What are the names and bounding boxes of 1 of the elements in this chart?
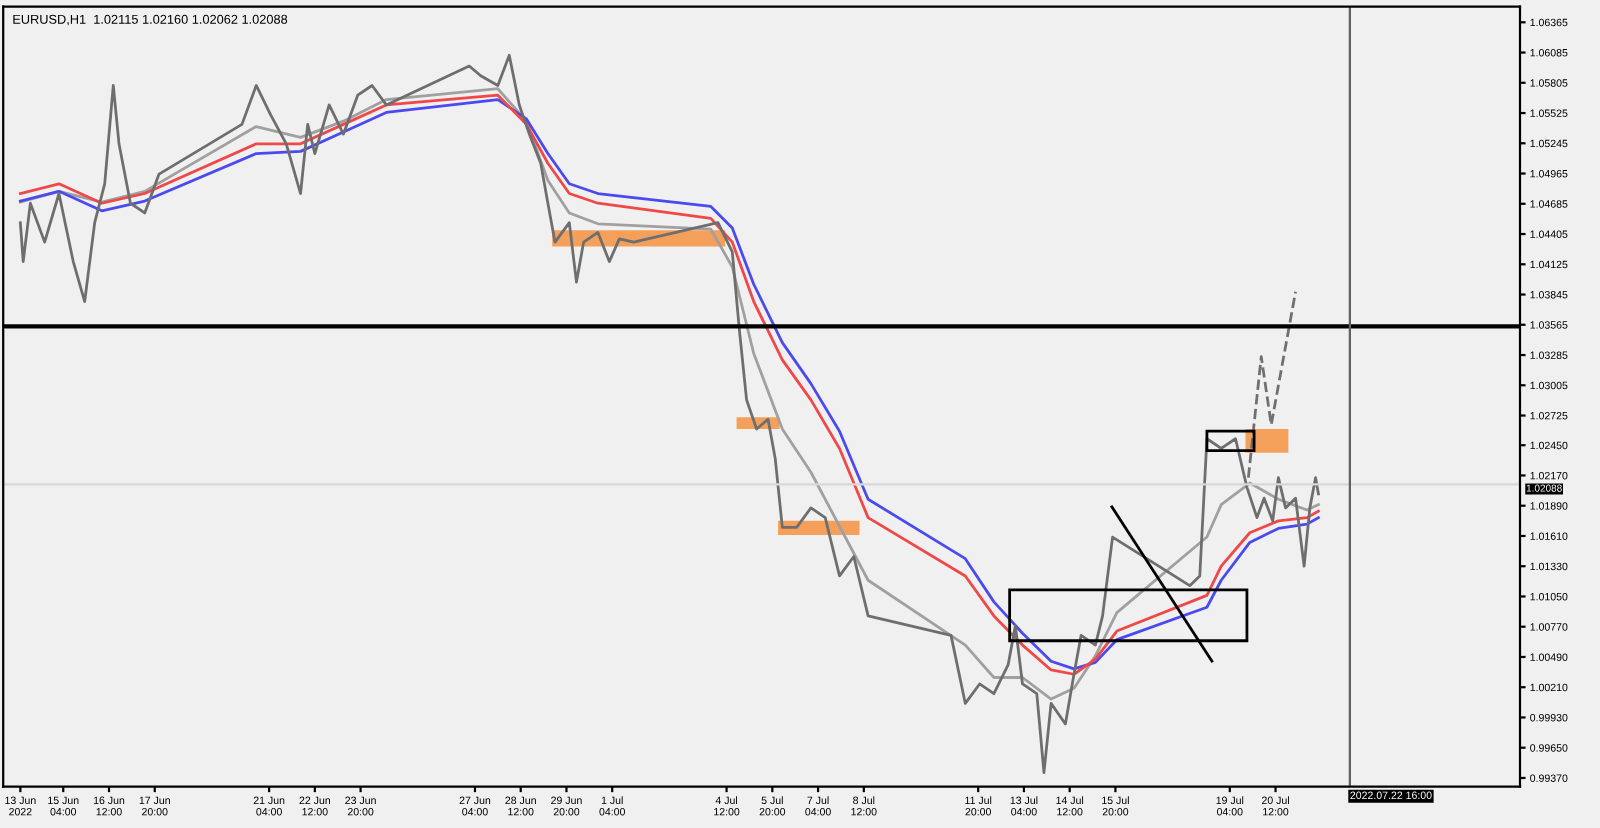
line-series	[1246, 290, 1297, 480]
